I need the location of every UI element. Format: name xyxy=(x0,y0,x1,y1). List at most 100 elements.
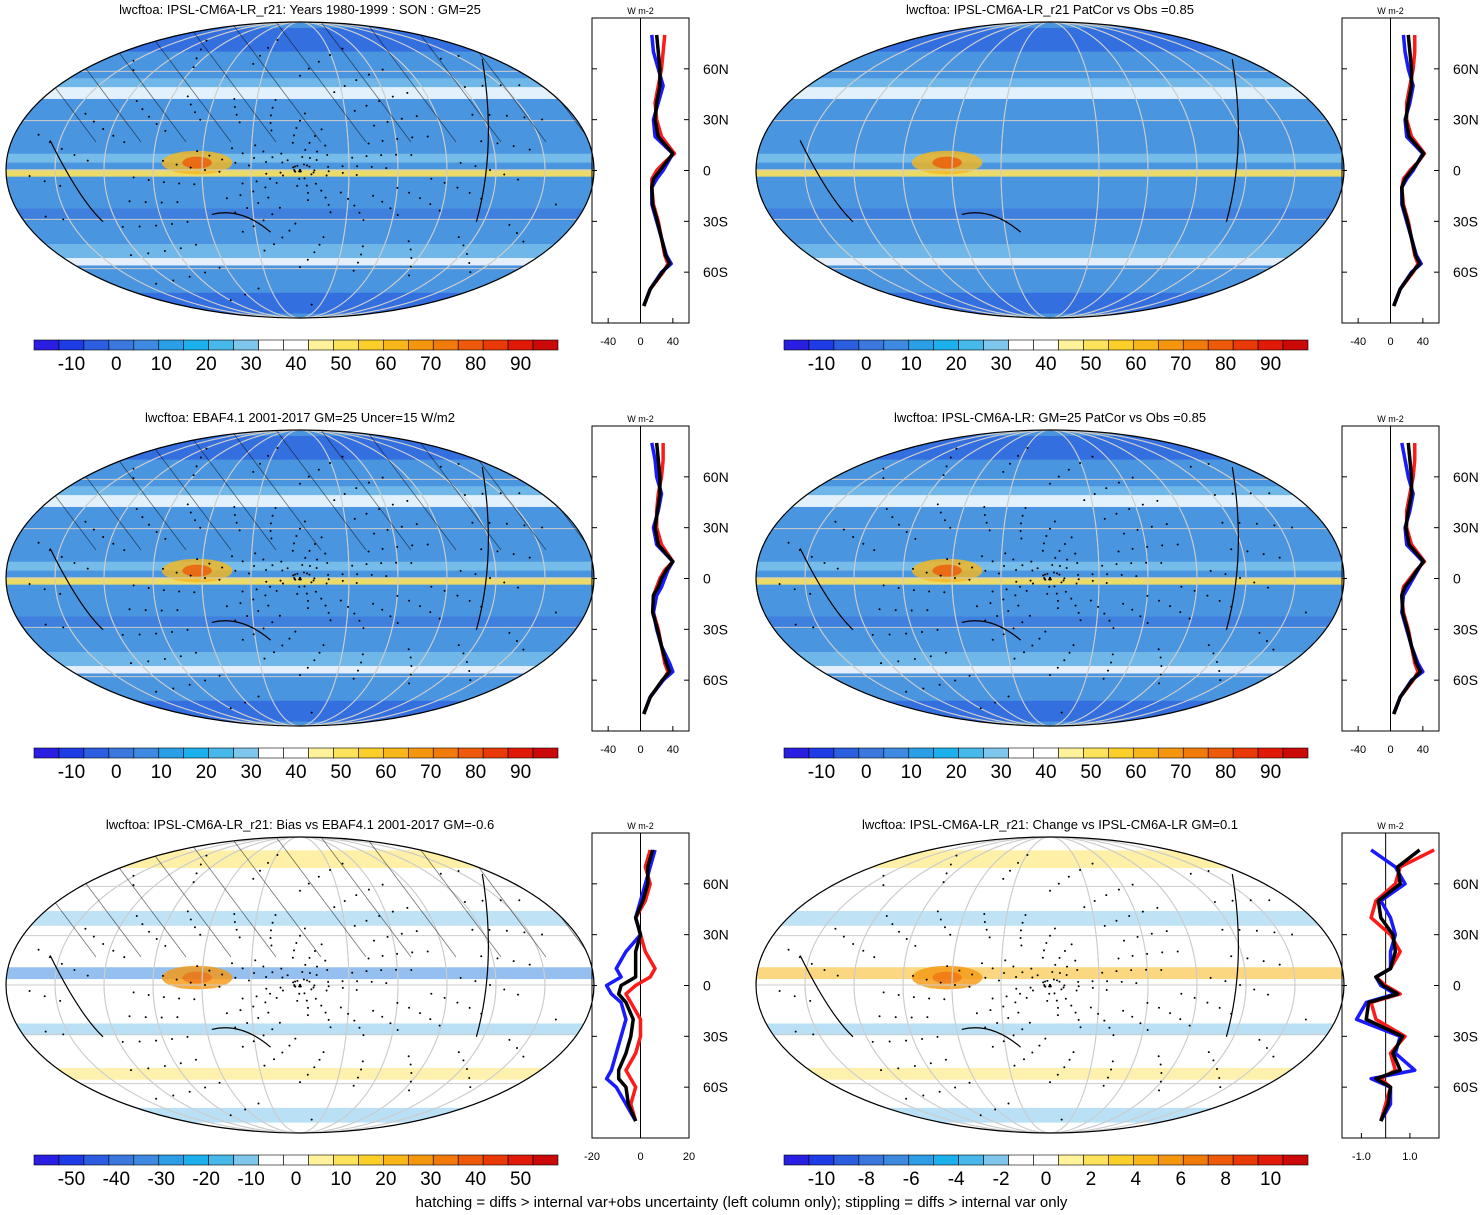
field-band xyxy=(6,616,594,629)
stipple-dot xyxy=(1070,536,1073,539)
stipple-dot xyxy=(281,1051,284,1054)
stipple-dot xyxy=(310,1118,313,1121)
stipple-dot xyxy=(252,1040,255,1043)
stipple-dot xyxy=(1146,594,1149,597)
stipple-dot xyxy=(1058,956,1061,959)
stipple-dot xyxy=(1145,561,1148,564)
stipple-dot xyxy=(925,571,928,574)
stipple-dot xyxy=(1131,883,1134,886)
stipple-dot xyxy=(971,566,974,569)
colorbar-swatch xyxy=(1083,339,1109,351)
stipple-dot xyxy=(339,599,342,602)
colorbar-tick-label: 70 xyxy=(1170,762,1191,783)
stipple-dot xyxy=(439,57,442,60)
warm-pool-core xyxy=(932,156,962,169)
zonal-x-tick-label: -40 xyxy=(1350,336,1366,348)
field-band xyxy=(6,850,594,869)
stipple-dot xyxy=(365,970,368,973)
colorbar-tick-label: 0 xyxy=(861,354,872,375)
stipple-dot xyxy=(273,651,276,654)
stipple-dot xyxy=(1053,927,1056,930)
stipple-dot xyxy=(1002,1040,1005,1043)
stipple-dot xyxy=(921,1038,924,1041)
colorbar-tick-label: 40 xyxy=(465,1169,486,1190)
stipple-dot xyxy=(306,258,309,261)
stipple-dot xyxy=(233,506,236,509)
stipple-dot xyxy=(296,999,299,1002)
stipple-dot xyxy=(880,662,883,665)
zonal-y-tick-label: 60N xyxy=(1453,61,1479,77)
stipple-dot xyxy=(968,578,971,581)
hatch-line xyxy=(590,430,594,551)
stipple-dot xyxy=(946,558,949,561)
stipple-dot xyxy=(1106,980,1109,983)
stipple-dot xyxy=(936,503,939,506)
zonal-mean-line xyxy=(1392,442,1426,715)
zonal-y-tick-label: 0 xyxy=(703,978,711,994)
stipple-dot xyxy=(474,165,477,168)
stipple-dot xyxy=(304,148,307,151)
stipple-dot xyxy=(410,153,413,156)
stipple-dot xyxy=(1105,582,1108,585)
stipple-dot xyxy=(299,674,301,677)
colorbar-swatch xyxy=(958,339,984,351)
field-band xyxy=(756,208,1344,221)
stipple-dot xyxy=(1079,619,1082,622)
stipple-dot xyxy=(517,178,520,181)
stipple-dot xyxy=(62,1033,65,1036)
stipple-dot xyxy=(469,1086,472,1089)
stipple-dot xyxy=(496,550,499,553)
hatch-line xyxy=(275,22,367,143)
stipple-dot xyxy=(1093,492,1096,495)
stipple-dot xyxy=(456,594,459,597)
colorbar-swatch xyxy=(1232,1154,1259,1166)
colorbar-tick-label: 40 xyxy=(285,762,306,783)
stipple-dot xyxy=(44,623,47,626)
colorbar-tick-label: -20 xyxy=(192,1169,219,1190)
stipple-dot xyxy=(1030,967,1033,970)
stipple-dot xyxy=(305,184,308,187)
stipple-dot xyxy=(395,968,398,971)
colorbar-swatch xyxy=(1232,339,1259,351)
stipple-dot xyxy=(60,147,63,150)
stipple-dot xyxy=(59,184,62,187)
stipple-dot xyxy=(380,154,383,157)
stipple-dot xyxy=(233,913,236,916)
stipple-dot xyxy=(1062,986,1065,989)
stipple-dot xyxy=(86,159,89,162)
stipple-dot xyxy=(823,969,826,972)
stipple-dot xyxy=(265,987,268,990)
stipple-dot xyxy=(1239,984,1242,986)
stipple-dot xyxy=(192,474,195,477)
stipple-dot xyxy=(1019,529,1022,532)
zonal-mean-line xyxy=(642,442,675,715)
stipple-dot xyxy=(1046,592,1049,595)
stipple-dot xyxy=(218,578,221,581)
stipple-dot xyxy=(1038,637,1041,640)
colorbar-tick-label: -10 xyxy=(808,762,835,783)
stipple-dot xyxy=(161,974,164,977)
stipple-dot xyxy=(265,580,268,583)
stipple-dot xyxy=(308,564,311,567)
stipple-dot xyxy=(329,462,332,465)
stipple-dot xyxy=(294,165,297,168)
stipple-dot xyxy=(296,164,299,167)
stipple-dot xyxy=(367,481,370,484)
coastline xyxy=(211,1027,271,1048)
stipple-dot xyxy=(1045,535,1048,538)
stipple-dot xyxy=(218,674,221,677)
graticule-meridian xyxy=(103,430,497,726)
stipple-dot xyxy=(306,1073,309,1076)
stipple-dot xyxy=(1025,589,1028,592)
stipple-dot xyxy=(1013,1064,1016,1067)
stipple-dot xyxy=(1161,544,1164,547)
stipple-dot xyxy=(794,1030,797,1033)
stipple-dot xyxy=(984,569,987,572)
stipple-dot xyxy=(1130,969,1133,972)
stipple-dot xyxy=(160,201,163,204)
stipple-dot xyxy=(429,203,432,206)
stipple-dot xyxy=(304,963,307,966)
stipple-dot xyxy=(270,944,273,947)
colorbar-swatch xyxy=(1008,1154,1034,1166)
stipple-dot xyxy=(252,1005,255,1008)
